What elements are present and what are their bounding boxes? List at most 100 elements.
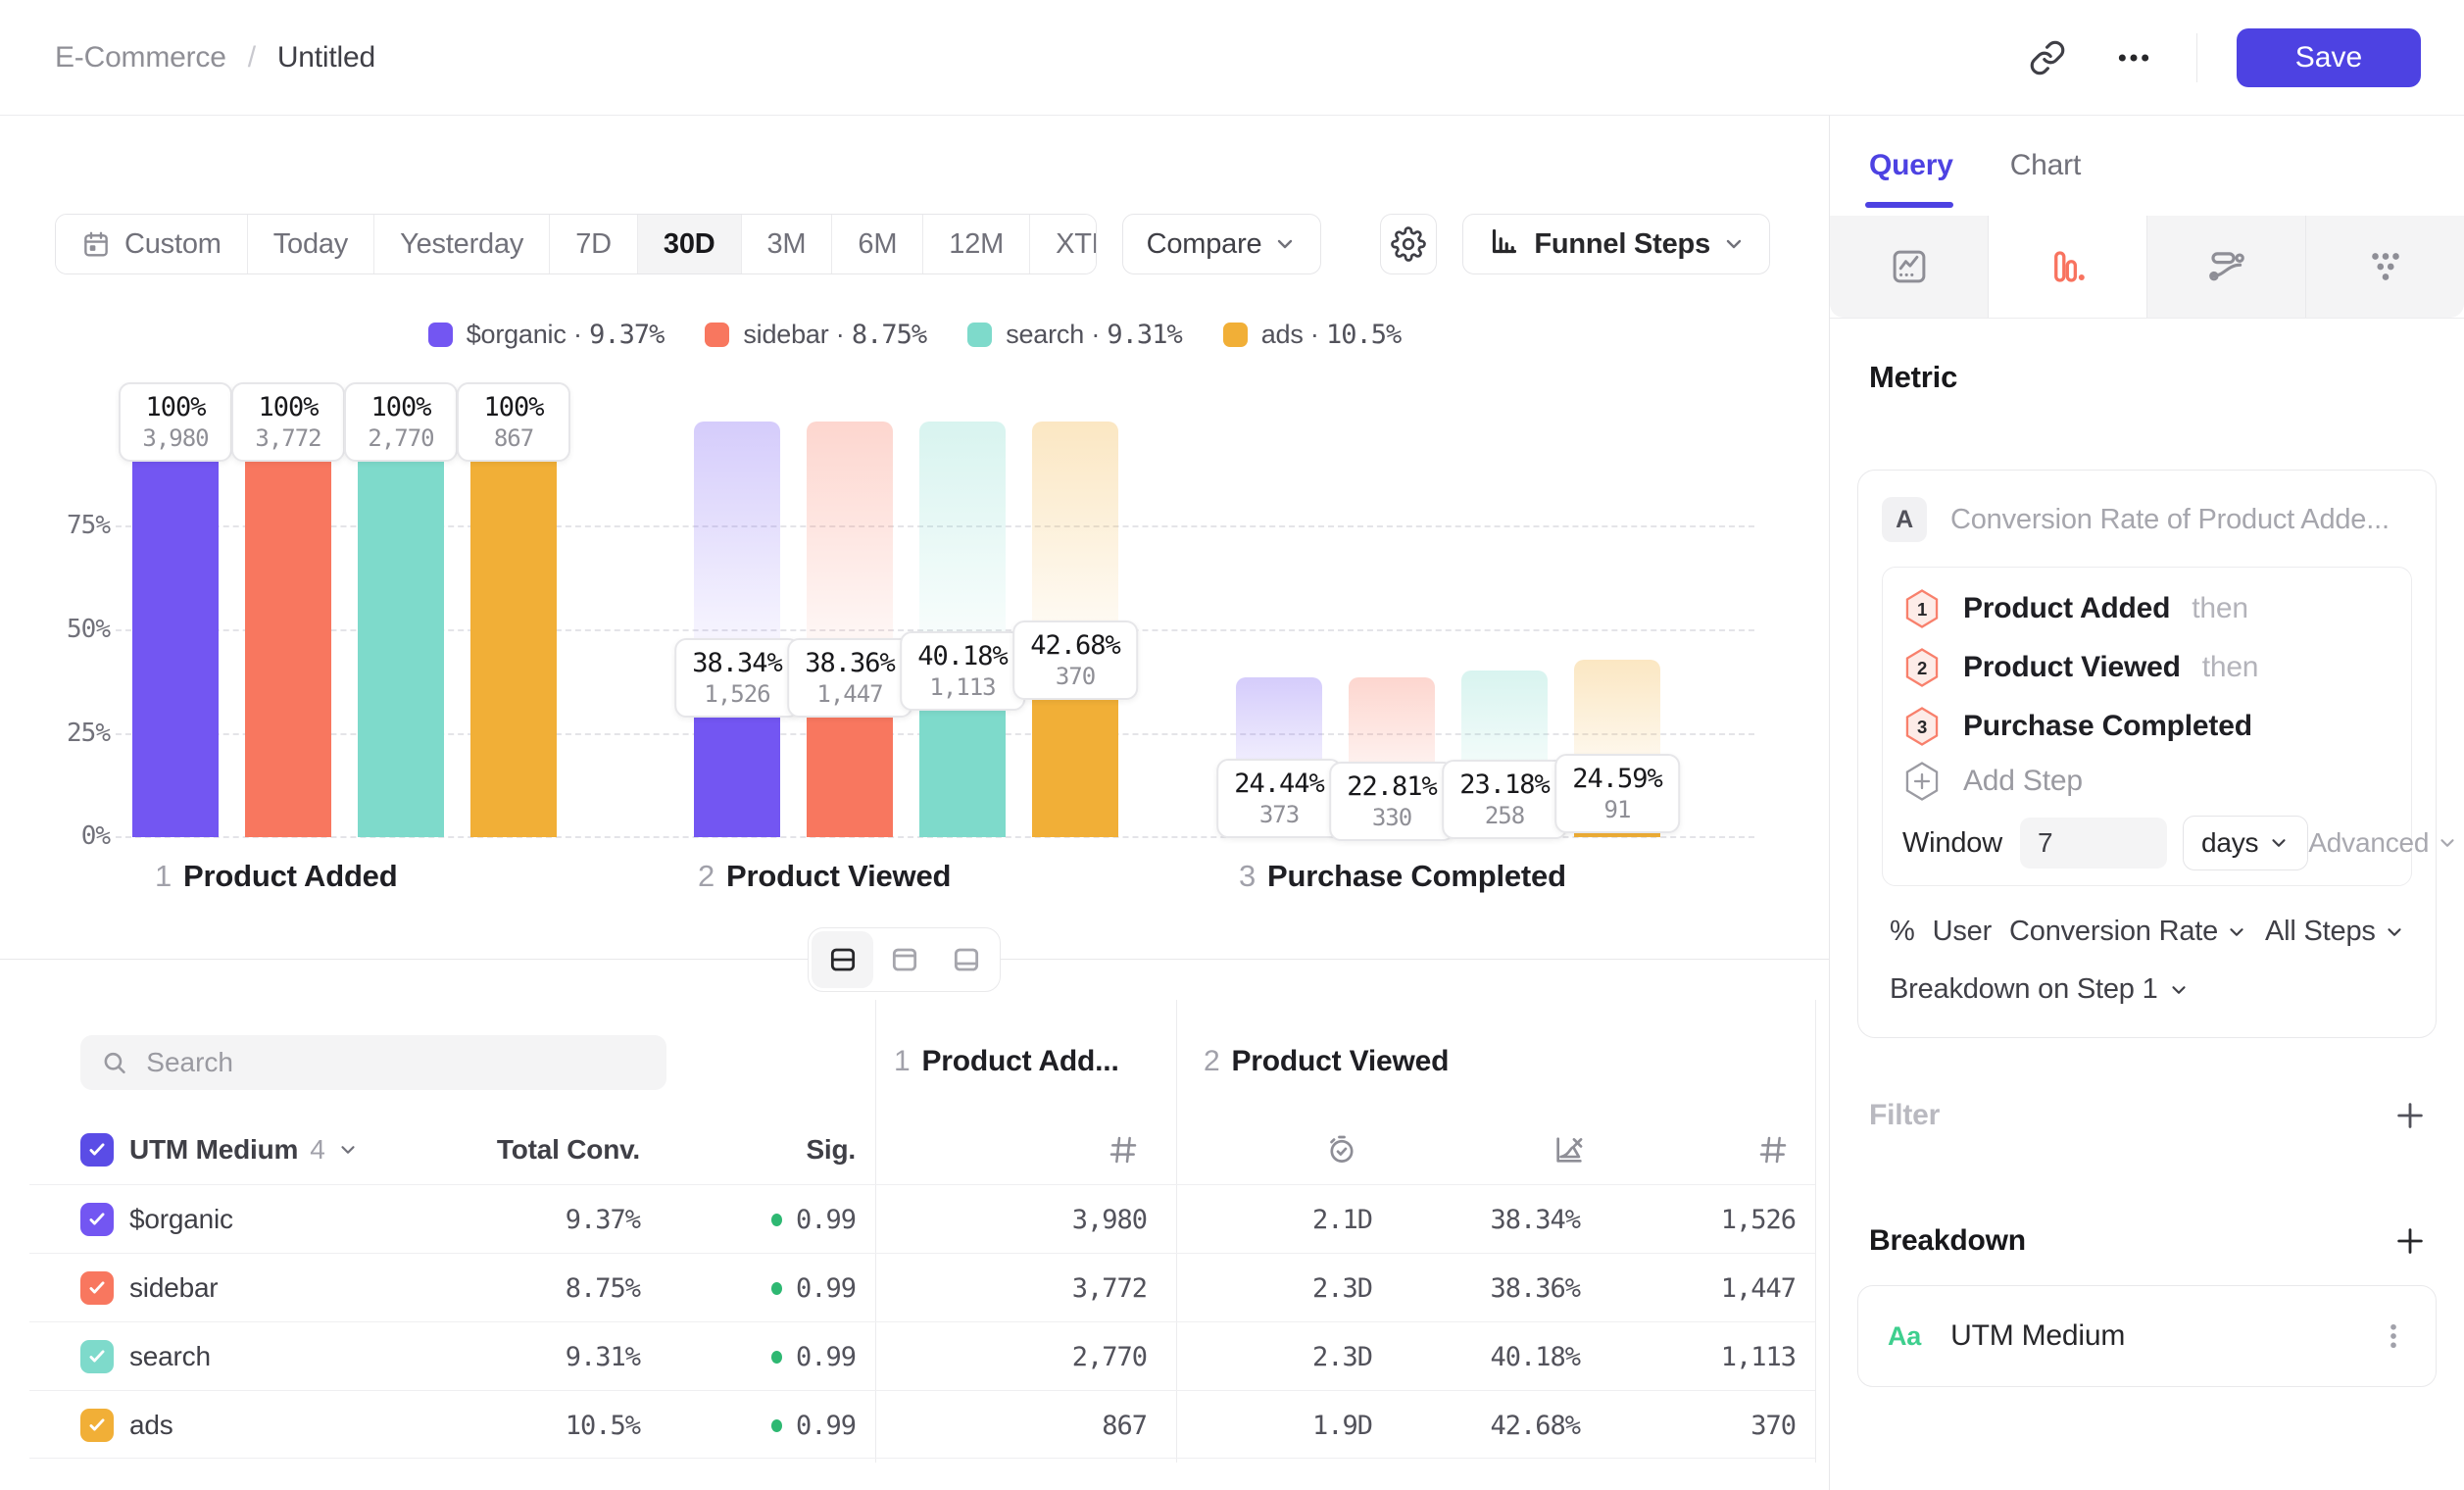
breadcrumb-current[interactable]: Untitled [276,40,375,74]
row-checkbox[interactable] [80,1185,114,1254]
compare-button[interactable]: Compare [1121,214,1322,274]
date-range-6m[interactable]: 6M [831,215,923,273]
measure-scope-dropdown[interactable]: All Steps [2265,916,2405,948]
breakdown-item[interactable]: Aa UTM Medium [1857,1285,2437,1387]
conversion-window-row: Window days Advanced [1902,815,2454,871]
search-icon [104,1052,125,1074]
measure-entity[interactable]: User [1932,916,1993,947]
total-conv-column-header[interactable]: Total Conv. [444,1116,640,1184]
bar-label-$organic-step1: 100% 3,980 [119,382,232,462]
breakdown-table: 1 Product Add... 2 Product Viewed UTM Medi… [0,998,1829,1488]
conversion-rate-column-header[interactable] [1530,1116,1608,1184]
step-label: Product Add... [921,1045,1119,1077]
report-type-tab-dots-matrix[interactable] [2306,216,2464,318]
date-range-today[interactable]: Today [246,215,374,273]
chart-type-button[interactable]: Funnel Steps [1462,214,1770,274]
check-icon [89,1350,105,1363]
table-row-$organic[interactable]: $organic 9.37% 0.99 3,980 2.1D 38.34% 1,… [29,1184,1815,1253]
group-column-header[interactable]: UTM Medium 4 [129,1116,359,1184]
ghost-bar-search-step2 [919,422,1006,670]
chart-only-view-button[interactable] [873,931,935,988]
row-step1-count: 3,980 [1071,1204,1148,1235]
bar-count: 1,113 [929,672,996,701]
measure-metric-dropdown[interactable]: Conversion Rate [2009,916,2247,948]
breakdown-on-dropdown[interactable]: Breakdown on Step 1 [1890,973,2412,1006]
add-step-button[interactable]: Add Step [1902,756,2391,807]
main-content: Custom Today Yesterday 7D 30D 3M 6M 12M XTD Comp… [0,116,1829,1490]
table-row-ads[interactable]: ads 10.5% 0.99 867 1.9D 42.68% 370 [29,1390,1815,1459]
bar-$organic-step1[interactable] [132,422,219,837]
time-to-convert-column-header[interactable] [1303,1116,1381,1184]
bar-count: 370 [1055,663,1096,691]
funnel-step-2[interactable]: 2 Product Viewed then [1902,638,2391,697]
date-range-xtd[interactable]: XTD [1029,215,1096,273]
chart-settings-button[interactable] [1380,214,1438,274]
bar-pct: 100% [145,392,206,422]
split-view-button[interactable] [812,931,873,988]
search-input[interactable] [146,1047,647,1078]
bar-label-ads-step1: 100% 867 [457,382,570,462]
report-type-tab-trend-chart[interactable] [1830,216,1989,318]
row-checkbox[interactable] [80,1254,114,1322]
ghost-bar-sidebar-step2 [807,422,893,678]
row-checkbox[interactable] [80,1391,114,1460]
bar-sidebar-step1[interactable] [245,422,331,837]
funnel-step-1[interactable]: 1 Product Added then [1902,579,2391,638]
report-type-tab-funnel-chart[interactable] [1989,216,2147,318]
advanced-toggle[interactable]: Advanced [2308,827,2458,859]
breadcrumb-parent[interactable]: E-Commerce [55,40,226,74]
date-range-7d[interactable]: 7D [549,215,637,273]
hash-icon [1759,1136,1787,1164]
kebab-menu-icon[interactable] [2377,1319,2410,1353]
legend-item-sidebar[interactable]: sidebar · 8.75% [705,320,927,350]
legend-item-$organic[interactable]: $organic · 9.37% [427,320,665,350]
legend-item-ads[interactable]: ads · 10.5% [1222,320,1402,350]
row-checkbox[interactable] [80,1322,114,1391]
metric-formula[interactable]: A Conversion Rate of Product Adde... [1882,494,2412,545]
bar-ads-step1[interactable] [470,422,557,837]
date-range-3m[interactable]: 3M [740,215,832,273]
date-range-custom[interactable]: Custom [56,215,247,273]
legend-label: search · 9.31% [1006,320,1183,350]
tab-chart[interactable]: Chart [2009,149,2082,181]
count-column-header[interactable] [1734,1116,1812,1184]
hash-icon [1109,1136,1137,1164]
date-range-label: 3M [766,227,807,260]
legend-item-search[interactable]: search · 9.31% [967,320,1183,350]
count-column-header[interactable] [1084,1116,1162,1184]
table-row-search[interactable]: search 9.31% 0.99 2,770 2.3D 40.18% 1,11… [29,1321,1815,1390]
tab-query[interactable]: Query [1869,149,1953,181]
share-link-button[interactable] [2024,34,2071,81]
more-options-button[interactable] [2110,34,2157,81]
bar-search-step1[interactable] [358,422,444,837]
select-all-checkbox[interactable] [80,1116,114,1184]
table-step-header-2[interactable]: 2 Product Viewed [1204,1045,1449,1078]
chevron-down-icon [2230,927,2243,936]
date-range-yesterday[interactable]: Yesterday [373,215,550,273]
measure-row: % User Conversion Rate All Steps [1890,916,2412,948]
date-range-12m[interactable]: 12M [922,215,1030,273]
bar-label-search-step3: 23.18% 258 [1442,759,1567,839]
report-type-tab-retention-flow[interactable] [2147,216,2306,318]
svg-text:2: 2 [1917,658,1927,678]
metric-card: A Conversion Rate of Product Adde... 1 P… [1857,470,2454,1038]
funnel-step-3[interactable]: 3 Purchase Completed [1902,697,2391,756]
sig-column-header[interactable]: Sig. [660,1116,856,1184]
window-value-input[interactable] [2019,818,2167,869]
table-row-sidebar[interactable]: sidebar 8.75% 0.99 3,772 2.3D 38.36% 1,4… [29,1253,1815,1321]
window-unit-select[interactable]: days [2182,816,2309,870]
add-breakdown-button[interactable] [2393,1224,2427,1258]
bar-count: 373 [1258,801,1300,829]
table-search[interactable] [80,1035,666,1090]
table-step-header-1[interactable]: 1 Product Add... [894,1045,1119,1078]
topbar-divider [2196,32,2197,82]
row-significance: 0.99 [660,1391,857,1460]
save-button[interactable]: Save [2237,27,2421,87]
add-filter-button[interactable] [2393,1099,2427,1132]
bar-pct: 24.44% [1234,769,1325,800]
breakdown-item-label: UTM Medium [1950,1319,2126,1352]
check-icon [89,1143,105,1156]
table-only-view-button[interactable] [935,931,997,988]
measure-prefix: % [1890,916,1915,947]
date-range-30d[interactable]: 30D [636,215,741,273]
